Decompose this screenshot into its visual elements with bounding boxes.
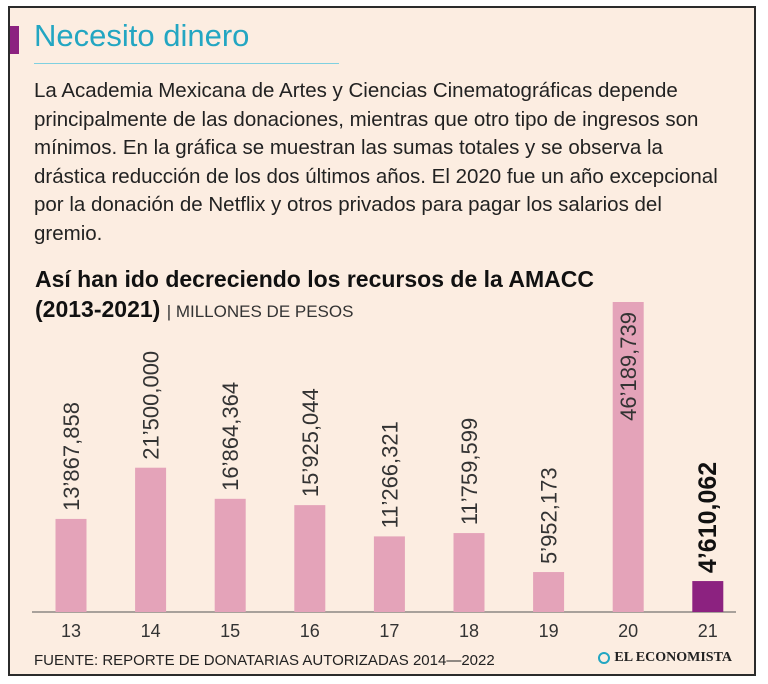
x-tick-label: 17 xyxy=(379,621,399,641)
bar-15 xyxy=(214,498,246,612)
bar-value-label: 4’610,062 xyxy=(694,462,722,573)
bar-17 xyxy=(373,536,405,612)
bar-value-label: 11’759,599 xyxy=(457,418,482,525)
x-tick-label: 18 xyxy=(459,621,479,641)
x-tick-label: 16 xyxy=(300,621,320,641)
bar-13 xyxy=(55,518,87,612)
x-tick-label: 15 xyxy=(220,621,240,641)
chart-title-text: Así han ido decreciendo los recursos de … xyxy=(35,266,594,322)
infographic-card: Necesito dinero La Academia Mexicana de … xyxy=(8,6,756,676)
x-tick-label: 20 xyxy=(618,621,638,641)
bar-value-label: 15’925,044 xyxy=(298,388,323,497)
title-accent-bar xyxy=(10,26,19,54)
x-tick-label: 14 xyxy=(141,621,161,641)
intro-paragraph: La Academia Mexicana de Artes y Ciencias… xyxy=(34,79,718,245)
bar-18 xyxy=(453,533,485,612)
x-tick-label: 13 xyxy=(61,621,81,641)
bar-value-label: 16’864,364 xyxy=(218,382,243,491)
bar-value-label: 13’867,858 xyxy=(59,402,84,511)
bar-value-label: 46’189,739 xyxy=(616,312,641,421)
chart-title: Así han ido decreciendo los recursos de … xyxy=(35,264,595,327)
brand: EL ECONOMISTA xyxy=(598,650,732,666)
x-tick-label: 19 xyxy=(539,621,559,641)
brand-logo-icon xyxy=(598,652,611,664)
bar-20 xyxy=(612,302,644,612)
bar-value-label: 21’500,000 xyxy=(139,351,164,460)
page-title: Necesito dinero xyxy=(34,18,250,53)
source-note: FUENTE: REPORTE DE DONATARIAS AUTORIZADA… xyxy=(34,652,495,669)
bar-21 xyxy=(692,581,724,612)
brand-name: EL ECONOMISTA xyxy=(614,650,732,665)
bar-value-label: 5’952,173 xyxy=(537,467,562,564)
bar-16 xyxy=(294,505,326,612)
title-underline xyxy=(34,63,339,64)
chart-unit: | MILLONES DE PESOS xyxy=(166,302,354,321)
bar-chart: 13 13’867,858 14 21’500,000 15 16’864,364 16 15… xyxy=(32,302,736,641)
bar-14 xyxy=(135,467,167,612)
bar-19 xyxy=(533,572,565,612)
x-tick-label: 21 xyxy=(698,621,718,641)
bar-value-label: 11’266,321 xyxy=(377,421,402,528)
